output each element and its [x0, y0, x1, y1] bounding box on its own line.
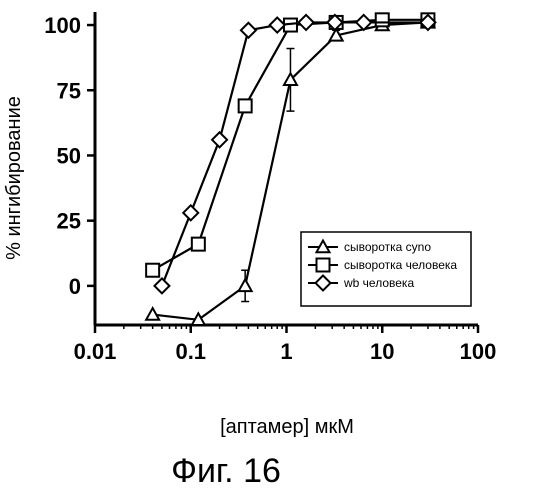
data-point-square: [376, 13, 389, 26]
data-point-diamond: [270, 18, 285, 33]
data-point-diamond: [299, 15, 314, 30]
y-tick-label: 25: [57, 209, 81, 234]
x-tick-label: 0.01: [74, 339, 117, 364]
x-tick-label: 0.1: [175, 339, 206, 364]
y-tick-label: 0: [69, 274, 81, 299]
legend: сыворотка cyno сыворотка человека wb челов…: [301, 232, 471, 306]
data-point-triangle: [146, 308, 159, 320]
legend-label: wb человека: [343, 276, 414, 290]
data-point-diamond: [154, 278, 169, 293]
axis-ticks: 0 25 50 75 100 0.01 0.1 1 10 100: [44, 13, 496, 364]
y-tick-label: 50: [57, 143, 81, 168]
legend-marker-square: [317, 259, 330, 272]
data-point-square: [146, 264, 159, 277]
data-point-square: [192, 238, 205, 251]
y-axis-label: % ингибирование: [3, 96, 25, 260]
y-tick-label: 75: [57, 78, 81, 103]
data-point-triangle: [239, 279, 252, 291]
data-point-diamond: [183, 205, 198, 220]
data-point-square: [239, 99, 252, 112]
x-tick-label: 100: [460, 339, 497, 364]
legend-label: сыворотка cyno: [344, 240, 431, 254]
data-point-diamond: [241, 23, 256, 38]
figure-caption: Фиг. 16: [171, 452, 281, 490]
legend-label: сыворотка человека: [344, 258, 457, 272]
x-axis-label: [аптамер] мкМ: [220, 416, 354, 438]
data-point-diamond: [212, 132, 227, 147]
x-tick-label: 1: [280, 339, 292, 364]
y-tick-label: 100: [44, 13, 81, 38]
x-tick-label: 10: [370, 339, 394, 364]
